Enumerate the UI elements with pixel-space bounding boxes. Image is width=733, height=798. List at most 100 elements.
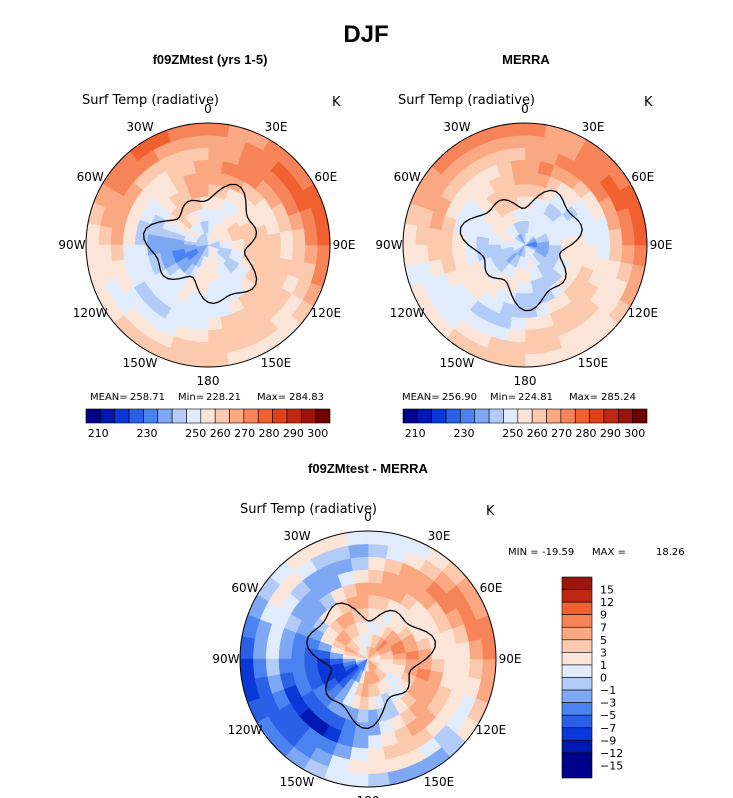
colorbar-swatch <box>561 589 593 603</box>
colorbar-tick-label: 5 <box>600 634 607 647</box>
colorbar-swatch <box>257 408 273 424</box>
colorbar-swatch <box>272 408 288 424</box>
field-cell <box>192 316 209 331</box>
field-cell <box>349 746 369 762</box>
colorbar-swatch <box>460 408 476 424</box>
field-cell <box>503 123 526 138</box>
field-cell <box>403 244 418 267</box>
longitude-labels: 180 150E 120E 90E 60E 30E 0 30W 60W 90W 120W 150W <box>58 102 355 388</box>
colorbar-tick-label: 230 <box>137 427 158 440</box>
colorbar-swatch <box>286 408 302 424</box>
field-cell <box>207 340 228 356</box>
colorbar-tick-label: 280 <box>576 427 597 440</box>
colorbar-tick-label: 260 <box>527 427 548 440</box>
max-label: Max= <box>569 392 598 403</box>
colorbar-tick-label: −5 <box>600 709 616 722</box>
colorbar-tick-label: −15 <box>600 759 623 772</box>
colorbar-swatch <box>561 652 593 666</box>
field-cell <box>505 134 526 150</box>
colorbar-swatch <box>589 408 605 424</box>
colorbar-tick-label: 290 <box>600 427 621 440</box>
longitude-label: 30E <box>265 120 288 134</box>
colorbar: 210 230 250 260 270 280 290 300 <box>402 408 648 440</box>
field-cell <box>278 658 293 675</box>
coastline <box>459 189 583 312</box>
colorbar-tick-label: 290 <box>283 427 304 440</box>
field-cell <box>524 171 539 186</box>
longitude-label: 60E <box>314 170 337 184</box>
field-cell <box>468 638 484 660</box>
colorbar-tick-label: 210 <box>405 427 426 440</box>
colorbar-tick-label: −9 <box>600 734 616 747</box>
field-cell <box>427 244 442 263</box>
longitude-label: 150W <box>440 356 475 370</box>
field-cell <box>367 543 389 559</box>
colorbar-tick-label: 12 <box>600 596 614 609</box>
field-cell <box>207 352 230 367</box>
colorbar-tick-label: −7 <box>600 722 616 735</box>
field-cell <box>207 328 226 343</box>
field-cell <box>207 134 228 150</box>
field-cell <box>403 223 418 246</box>
field-cell <box>188 340 209 356</box>
field-cell <box>367 759 389 775</box>
field-cell <box>524 340 545 356</box>
colorbar-swatch <box>561 677 593 691</box>
field-cell <box>197 292 209 307</box>
colorbar-swatch <box>488 408 504 424</box>
field-cell <box>291 244 306 263</box>
longitude-label: 120W <box>73 306 108 320</box>
colorbar-swatch <box>503 408 519 424</box>
longitude-label: 60W <box>77 170 104 184</box>
longitude-labels: 180 150E 120E 90E 60E 30E 0 30W 60W 90W 120W 150W <box>375 102 672 388</box>
field-cell <box>345 531 369 546</box>
longitude-label: 150E <box>578 356 609 370</box>
colorbar-swatch <box>100 408 116 424</box>
field-cell <box>367 594 380 609</box>
map-border <box>402 122 648 368</box>
longitude-label: 180 <box>357 794 380 798</box>
field-cell <box>122 229 137 246</box>
colorbar-swatch <box>300 408 316 424</box>
field-cell <box>524 159 541 174</box>
colorbar-swatch <box>561 752 593 766</box>
mean-label: MEAN= <box>402 392 440 403</box>
colorbar-swatch <box>531 408 547 424</box>
min-label: MIN = <box>508 547 539 558</box>
field-cell <box>207 147 226 162</box>
colorbar: 210 230 250 260 270 280 290 300 <box>85 408 331 440</box>
field-cell <box>207 171 222 186</box>
colorbar-swatch <box>517 408 533 424</box>
colorbar-swatch <box>431 408 447 424</box>
colorbar-swatch <box>574 408 590 424</box>
longitude-label: 60W <box>394 170 421 184</box>
field-cell <box>146 234 161 246</box>
colorbar-swatch <box>603 408 619 424</box>
panel-model: f09ZMtest (yrs 1-5) Surf Temp (radiative… <box>58 52 355 440</box>
colorbar-swatch <box>632 408 648 424</box>
colorbar-swatch <box>417 408 433 424</box>
field-cell <box>505 340 526 356</box>
field-cell <box>524 352 547 367</box>
colorbar-swatch <box>445 408 461 424</box>
field-cell <box>352 734 369 749</box>
longitude-label: 60E <box>480 581 503 595</box>
longitude-label: 90E <box>333 238 356 252</box>
field-cell <box>240 658 255 682</box>
field-cell <box>443 643 458 660</box>
colorbar-tick-label: −1 <box>600 684 616 697</box>
colorbar-swatch <box>561 614 593 628</box>
field-cell <box>608 244 623 263</box>
page-title: DJF <box>343 21 388 48</box>
longitude-label: 30W <box>126 120 153 134</box>
mean-value: 258.71 <box>130 392 165 403</box>
max-label: MAX = <box>592 547 626 558</box>
longitude-labels: 180 150E 120E 90E 60E 30E 0 30W 60W 90W 120W 150W <box>212 510 521 798</box>
field-cell <box>572 244 587 256</box>
field-cells <box>86 123 330 367</box>
coastline <box>142 183 258 305</box>
field-cell <box>439 229 454 246</box>
field-cell <box>524 183 536 198</box>
field-cell <box>584 244 599 259</box>
longitude-label: 60W <box>231 581 258 595</box>
